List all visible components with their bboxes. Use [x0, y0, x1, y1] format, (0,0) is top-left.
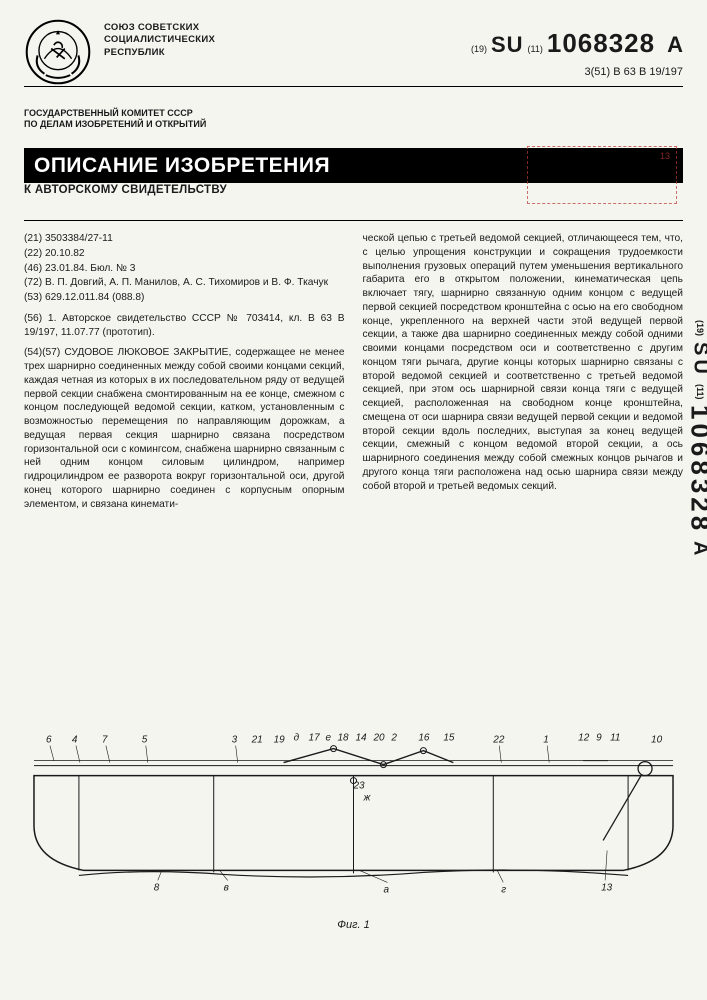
field-22: (22) 20.10.82 [24, 247, 345, 261]
pub-infix: (11) [528, 44, 543, 54]
abstract-opening: (54)(57) СУДОВОЕ ЛЮКОВОЕ ЗАКРЫТИЕ, содер… [24, 346, 345, 511]
figure-1: 6 4 7 5 3 21 19 д 17 е 18 14 20 2 16 15 … [24, 718, 683, 933]
svg-text:1: 1 [543, 735, 549, 746]
svg-text:5: 5 [142, 735, 148, 746]
svg-text:6: 6 [46, 735, 52, 746]
committee-line: ГОСУДАРСТВЕННЫЙ КОМИТЕТ СССР [24, 108, 206, 119]
svg-text:a: a [383, 884, 389, 895]
abstract-col2: ческой цепью с третьей ведомой секцией, … [363, 232, 684, 494]
field-53: (53) 629.12.011.84 (088.8) [24, 291, 345, 305]
body-columns: (21) 3503384/27-11 (22) 20.10.82 (46) 23… [24, 232, 683, 512]
patent-page: СОЮЗ СОВЕТСКИХ СОЦИАЛИСТИЧЕСКИХ РЕСПУБЛИ… [0, 0, 707, 1000]
ipc-classification: 3(51) В 63 В 19/197 [585, 66, 683, 78]
svg-text:г: г [501, 884, 506, 895]
svg-text:ж: ж [362, 793, 371, 804]
svg-text:9: 9 [596, 733, 602, 744]
pub-country: SU [491, 32, 524, 58]
svg-text:7: 7 [102, 735, 108, 746]
svg-text:19: 19 [274, 735, 286, 746]
side-suffix: A [689, 541, 707, 559]
side-country: SU [689, 342, 707, 378]
svg-text:22: 22 [492, 735, 505, 746]
svg-text:4: 4 [72, 735, 78, 746]
library-stamp: 13 [527, 146, 677, 204]
side-publication-number: (19) SU (11) 1068328 A [689, 320, 707, 840]
title-sub: К АВТОРСКОМУ СВИДЕТЕЛЬСТВУ [24, 184, 227, 196]
svg-text:11: 11 [610, 733, 620, 744]
svg-text:20: 20 [372, 733, 385, 744]
field-72: (72) В. П. Довгий, А. П. Манилов, А. С. … [24, 276, 345, 290]
svg-text:21: 21 [251, 735, 263, 746]
side-prefix: (19) [695, 320, 705, 336]
field-46: (46) 23.01.84. Бюл. № 3 [24, 262, 345, 276]
svg-text:17: 17 [309, 733, 321, 744]
abstract-num: (54)(57) [24, 347, 60, 358]
title-main: ОПИСАНИЕ ИЗОБРЕТЕНИЯ [34, 154, 330, 177]
field-56: (56) 1. Авторское свидетельство СССР № 7… [24, 312, 345, 340]
side-infix: (11) [695, 384, 705, 400]
svg-text:14: 14 [355, 733, 367, 744]
svg-text:в: в [224, 882, 229, 893]
pub-num: 1068328 [547, 28, 655, 59]
pub-suffix: A [667, 32, 683, 58]
svg-text:16: 16 [418, 733, 430, 744]
right-column: ческой цепью с третьей ведомой секцией, … [363, 232, 684, 512]
left-column: (21) 3503384/27-11 (22) 20.10.82 (46) 23… [24, 232, 345, 512]
abstract-title: СУДОВОЕ ЛЮКОВОЕ ЗАКРЫТИЕ, [64, 347, 231, 358]
svg-text:д: д [294, 733, 300, 744]
pub-prefix: (19) [471, 44, 487, 54]
figure-caption: Фиг. 1 [337, 919, 370, 931]
svg-text:13: 13 [601, 882, 613, 893]
divider [24, 86, 683, 87]
publication-number: (19) SU (11) 1068328 A [471, 28, 683, 59]
ussr-emblem-icon [24, 18, 92, 86]
svg-text:23: 23 [353, 781, 366, 792]
svg-text:2: 2 [390, 733, 397, 744]
svg-text:15: 15 [443, 733, 455, 744]
committee-line: ПО ДЕЛАМ ИЗОБРЕТЕНИЙ И ОТКРЫТИЙ [24, 119, 206, 130]
svg-text:10: 10 [651, 735, 663, 746]
field-21: (21) 3503384/27-11 [24, 232, 345, 246]
abstract-col1: содержащее не менее трех шарнирно соедин… [24, 347, 345, 509]
svg-text:е: е [326, 733, 332, 744]
svg-text:18: 18 [338, 733, 350, 744]
stamp-line: 13 [534, 151, 670, 163]
svg-text:8: 8 [154, 882, 160, 893]
side-number: 1068328 [685, 405, 707, 534]
svg-text:12: 12 [578, 733, 590, 744]
divider [24, 220, 683, 221]
committee: ГОСУДАРСТВЕННЫЙ КОМИТЕТ СССР ПО ДЕЛАМ ИЗ… [24, 108, 206, 131]
svg-text:3: 3 [232, 735, 238, 746]
